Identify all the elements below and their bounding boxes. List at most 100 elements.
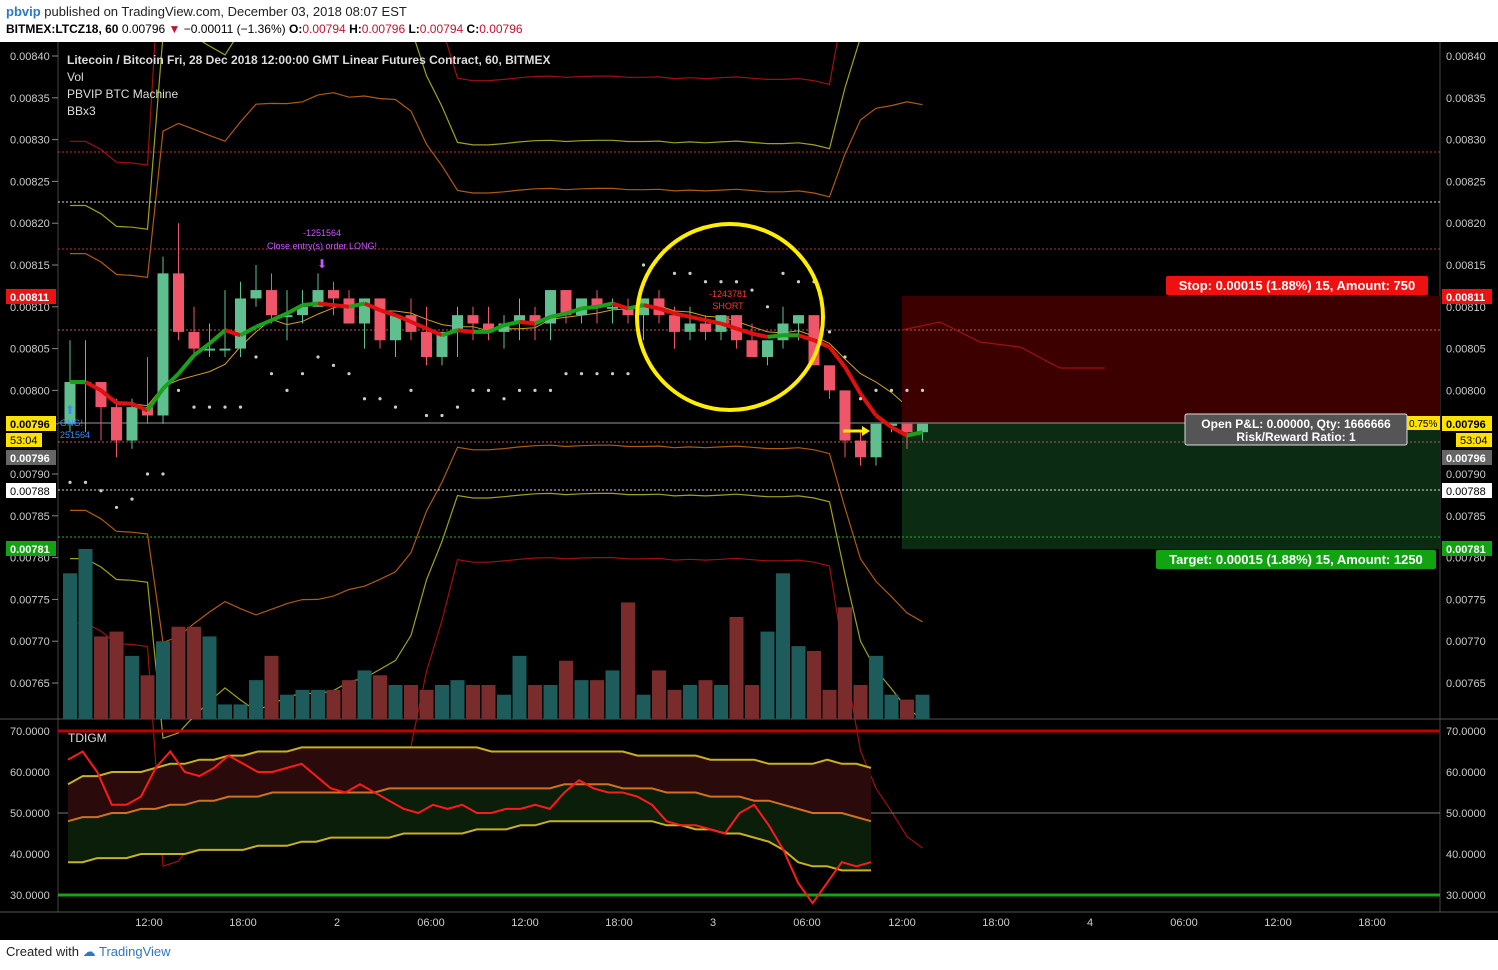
machine-line [348, 301, 365, 309]
countdown-left-text: 53:04 [10, 435, 38, 447]
machine-line [410, 320, 428, 331]
tdigm-title[interactable]: TDIGM [68, 731, 107, 745]
target-label-text: Target: 0.00015 (1.88%) 15, Amount: 1250 [1169, 552, 1423, 567]
pnl-label[interactable]: Open P&L: 0.00000, Qty: 1666666 Risk/Rew… [1184, 413, 1408, 446]
legend-vol[interactable]: Vol [67, 70, 84, 84]
candle-body [514, 315, 525, 324]
sar-dot [517, 388, 522, 392]
machine-line [596, 301, 613, 309]
machine-line [131, 401, 149, 413]
volume-bar [760, 631, 775, 719]
target-badge-right-text: 0.00781 [1446, 544, 1486, 556]
volume-bar [528, 685, 542, 719]
right-price-axis[interactable]: 0.00840 0.00835 0.00830 0.00825 0.00820 0.008… [1446, 51, 1486, 690]
volume-bar [311, 689, 325, 719]
low-value: 0.00794 [419, 22, 464, 36]
candle-body [762, 340, 773, 357]
price-tick-label: 0.00800 [10, 385, 50, 397]
legend-bbx3[interactable]: BBx3 [67, 104, 96, 118]
sar-dot [796, 280, 801, 284]
sar-dot [238, 405, 243, 409]
sar-dot [254, 355, 258, 359]
sar-dot [610, 372, 615, 376]
volume-bar [590, 680, 604, 719]
author-name[interactable]: pbvip [6, 4, 41, 19]
volume-bar [605, 670, 620, 719]
volume-bar [140, 675, 155, 719]
machine-line [317, 301, 334, 308]
low-badge-left-text: 0.00796 [10, 453, 50, 465]
stop-badge-left-text: 0.00811 [10, 292, 49, 304]
last-price: 0.00796 [121, 22, 166, 36]
time-axis[interactable]: 12:00 18:00 2 06:00 12:00 18:00 3 06:00 12:00 18:… [135, 917, 1386, 929]
symbol-label[interactable]: BITMEX:LTCZ18, 60 [6, 22, 119, 36]
machine-line [224, 328, 242, 338]
target-badge-right [1442, 541, 1492, 556]
candle-body [591, 298, 603, 307]
time-tick-label: 12:00 [135, 917, 163, 929]
low-badge-right [1442, 450, 1492, 465]
candle-body [359, 298, 370, 324]
chart-canvas[interactable]: Litecoin / Bitcoin Fri, 28 Dec 2018 12:0… [0, 42, 1498, 940]
sar-dot [486, 388, 491, 392]
symbol-header: BITMEX:LTCZ18, 60 0.00796 ▼ −0.00011 (−1… [6, 22, 523, 36]
price-tick-label: 0.00785 [10, 511, 50, 523]
time-tick-label: 18:00 [1358, 917, 1386, 929]
price-tick-label: 0.00820 [1446, 218, 1486, 230]
candle-body [793, 315, 804, 324]
machine-line [333, 303, 350, 309]
machine-line [751, 331, 768, 339]
sar-dot [765, 305, 770, 309]
target-badge-left [6, 541, 56, 556]
sar-dot [440, 413, 444, 418]
volume-bar [543, 685, 558, 719]
countdown-badge-right [1456, 433, 1492, 447]
machine-line [658, 306, 676, 316]
machine-line [565, 306, 583, 316]
sar-dot [223, 405, 227, 409]
volume-bar [109, 631, 124, 719]
target-badge-left-text: 0.00781 [10, 544, 50, 556]
machine-line [84, 380, 102, 393]
close-value: 0.00796 [479, 22, 523, 36]
open-label: O: [288, 22, 303, 36]
pct-badge [1407, 416, 1440, 430]
price-tick-label: 0.00785 [1446, 511, 1486, 523]
machine-line [425, 326, 443, 338]
sar-dot [269, 372, 274, 376]
target-label[interactable]: Target: 0.00015 (1.88%) 15, Amount: 1250 [1156, 550, 1436, 569]
price-tick-label: 0.00820 [10, 218, 50, 230]
volume-bar [481, 685, 496, 719]
candle-body [235, 298, 246, 349]
machine-line [208, 328, 227, 346]
machine-line [735, 326, 753, 336]
price-tick-label: 0.00830 [10, 135, 50, 147]
sar-dot [595, 372, 599, 376]
long-arrow-icon: ⬆ [65, 403, 75, 417]
candle-body [157, 273, 169, 416]
sar-dot [502, 397, 506, 401]
candle-body [545, 290, 556, 324]
high-value: 0.00796 [361, 22, 406, 36]
close-long-id: -1251564 [303, 228, 341, 238]
candle-body [281, 315, 293, 318]
volume-bar [698, 680, 713, 719]
tradingview-logo[interactable]: ☁ TradingView [82, 944, 171, 959]
machine-line [379, 308, 397, 318]
time-tick-label: 06:00 [793, 917, 821, 929]
band-line [70, 42, 860, 230]
volume-bar [249, 680, 263, 719]
machine-line [534, 314, 552, 326]
stop-zone [902, 296, 1440, 423]
volume-bar [869, 655, 883, 719]
machine-line [906, 430, 923, 438]
tdi-tick-label: 30.0000 [10, 890, 50, 902]
sar-dot [83, 480, 88, 484]
stop-label[interactable]: Stop: 0.00015 (1.88%) 15, Amount: 750 [1166, 276, 1428, 295]
machine-line [363, 301, 381, 312]
candle-body [529, 315, 541, 324]
volume-bar [497, 694, 511, 719]
legend-machine[interactable]: PBVIP BTC Machine [67, 87, 178, 101]
candle-body [700, 323, 711, 332]
sar-dot [688, 271, 692, 275]
